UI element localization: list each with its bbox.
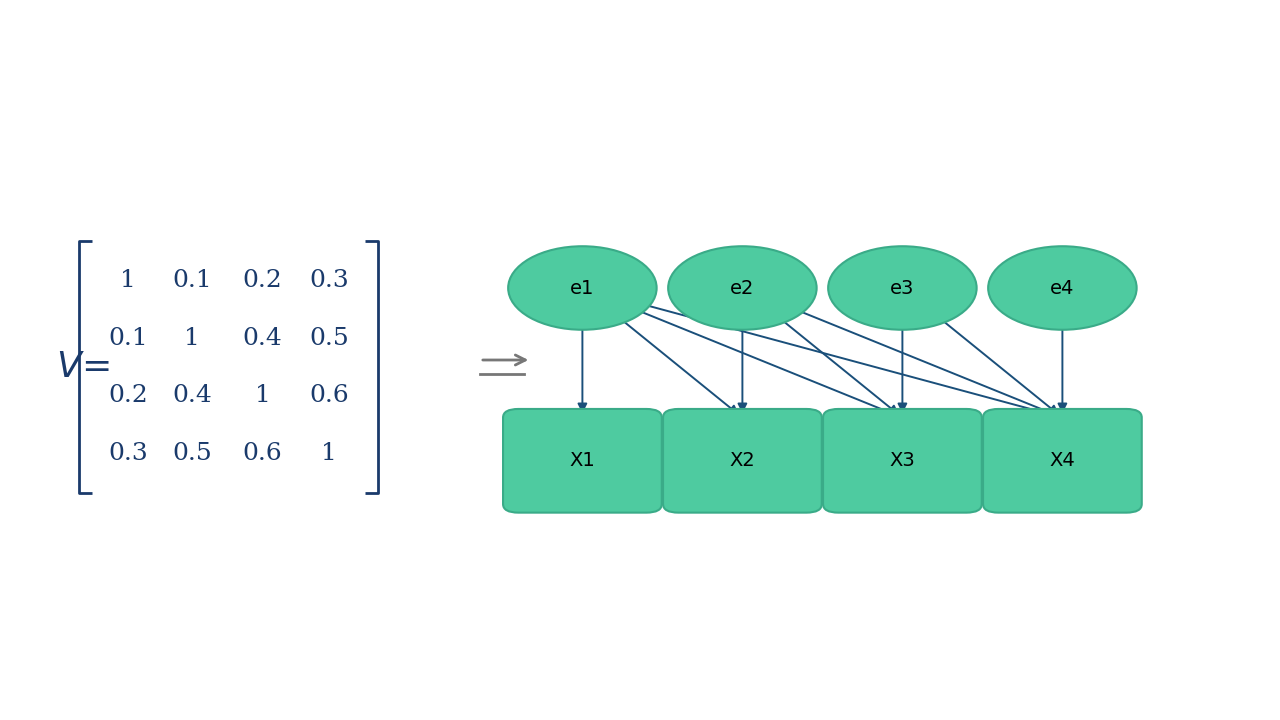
Text: 0.6: 0.6: [242, 442, 283, 465]
Text: 0.5: 0.5: [308, 327, 349, 350]
Text: 0.2: 0.2: [108, 384, 148, 408]
Text: 1: 1: [255, 384, 270, 408]
Text: e3: e3: [890, 279, 915, 297]
Text: 0.1: 0.1: [109, 327, 147, 350]
FancyBboxPatch shape: [503, 409, 662, 513]
Text: $V\!=\!$: $V\!=\!$: [56, 350, 110, 384]
Text: X1: X1: [570, 451, 595, 470]
Text: X3: X3: [890, 451, 915, 470]
Text: X2: X2: [730, 451, 755, 470]
Text: 0.5: 0.5: [172, 442, 212, 465]
Text: e1: e1: [570, 279, 595, 297]
Text: 1: 1: [321, 442, 337, 465]
Text: 0.6: 0.6: [308, 384, 349, 408]
Ellipse shape: [988, 246, 1137, 330]
Text: 0.2: 0.2: [242, 269, 283, 292]
Ellipse shape: [508, 246, 657, 330]
Text: 0.1: 0.1: [173, 269, 211, 292]
Text: X4: X4: [1050, 451, 1075, 470]
FancyBboxPatch shape: [823, 409, 982, 513]
Text: 0.4: 0.4: [242, 327, 283, 350]
Text: e2: e2: [730, 279, 755, 297]
Text: 0.4: 0.4: [172, 384, 212, 408]
Text: 1: 1: [120, 269, 136, 292]
FancyBboxPatch shape: [983, 409, 1142, 513]
Ellipse shape: [828, 246, 977, 330]
Ellipse shape: [668, 246, 817, 330]
Text: 0.3: 0.3: [308, 269, 349, 292]
Text: 0.3: 0.3: [108, 442, 148, 465]
Text: 1: 1: [184, 327, 200, 350]
FancyBboxPatch shape: [663, 409, 822, 513]
Text: e4: e4: [1050, 279, 1075, 297]
